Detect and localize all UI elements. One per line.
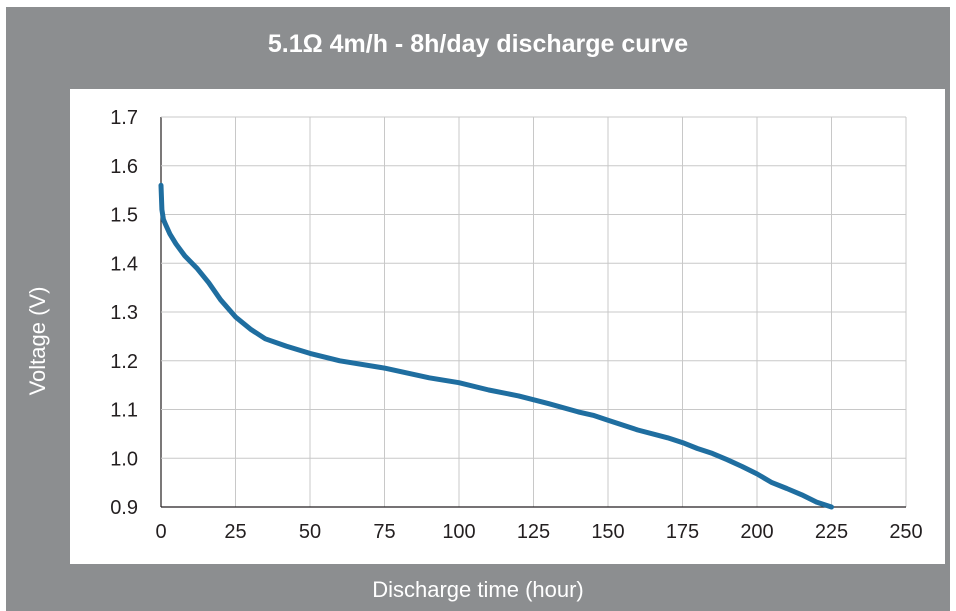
y-tick-label: 1.1 [110, 400, 138, 422]
chart-title: 5.1Ω 4m/h - 8h/day discharge curve [267, 30, 689, 58]
x-tick-label: 25 [224, 521, 246, 543]
x-tick-label: 225 [815, 521, 848, 543]
x-tick-label: 250 [889, 521, 922, 543]
x-tick-label: 150 [591, 521, 624, 543]
x-axis-label: Discharge time (hour) [372, 577, 584, 602]
grid [160, 116, 907, 508]
x-tick-label: 200 [740, 521, 773, 543]
series-line [158, 182, 834, 510]
y-tick-label: 1.2 [110, 351, 138, 373]
x-tick-label: 100 [442, 521, 475, 543]
y-tick-label: 1.5 [110, 205, 138, 227]
x-tick-label: 175 [666, 521, 699, 543]
x-tick-label: 0 [155, 521, 166, 543]
y-tick-label: 1.3 [110, 302, 138, 324]
plot-panel [70, 89, 945, 564]
y-tick-label: 1.0 [110, 448, 138, 470]
x-tick-labels: 0 25 50 75 100 125 150 175 200 225 250 [155, 521, 922, 543]
y-tick-label: 0.9 [110, 497, 138, 519]
y-tick-label: 1.7 [110, 107, 138, 129]
x-tick-label: 75 [373, 521, 395, 543]
x-tick-label: 125 [517, 521, 550, 543]
x-tick-label: 50 [299, 521, 321, 543]
y-tick-labels: 0.9 1.0 1.1 1.2 1.3 1.4 1.5 1.6 1.7 [110, 107, 138, 519]
y-tick-label: 1.6 [110, 156, 138, 178]
y-tick-label: 1.4 [110, 253, 138, 275]
series-layer [158, 182, 834, 510]
